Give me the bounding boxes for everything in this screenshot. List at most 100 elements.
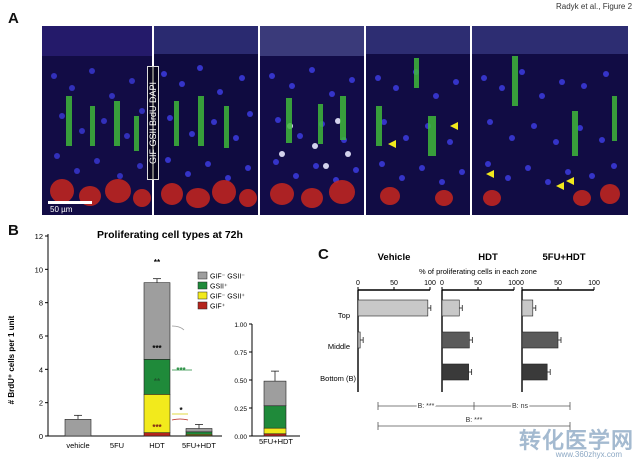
panel-b-yticks: 0 2 4 6 8 10 12 — [35, 232, 48, 441]
watermark: 转化医学网 — [518, 428, 634, 453]
legend-label: GSII⁺ — [210, 284, 228, 291]
y-tick-label: 6 — [39, 332, 43, 341]
inset-yticks: 0.00 0.25 0.50 0.75 1.00 — [234, 322, 252, 441]
panel-c-bar — [441, 299, 460, 317]
stain-label: GIF GSII BrdU DAPI — [147, 66, 161, 180]
inset-y-tick-label: 0.25 — [234, 406, 247, 413]
inset-bar-segment — [263, 380, 287, 407]
panel-c-tick-label: 100 — [424, 280, 436, 287]
sig-annotation: ** — [154, 258, 161, 267]
inset-y-tick-label: 0.75 — [234, 350, 247, 357]
zone-label-top: Top — [338, 311, 350, 320]
micrograph-label-5fu-hdt-1: 5FU+HDT — [397, 12, 439, 22]
y-tick-label: 8 — [39, 299, 43, 308]
panel-b-significance: ** *** ** *** *** * — [152, 258, 192, 432]
panel-c-tick-label: 50 — [474, 280, 482, 287]
panel-c-bar — [441, 363, 469, 381]
y-tick-label: 4 — [39, 365, 43, 374]
legend-swatch — [197, 301, 208, 310]
figure-credit: Radyk et al., Figure 2 — [556, 2, 633, 11]
micrograph-label-hdt: HDT — [302, 12, 322, 22]
inset-y-tick-label: 1.00 — [234, 322, 247, 329]
panel-c-axes: 0 50 100 0 50 100 0 50 100 — [356, 280, 600, 392]
panel-c-title-5fu-hdt: 5FU+HDT — [542, 252, 585, 263]
panel-c-title-hdt: HDT — [478, 252, 498, 263]
sig-annotation: *** — [152, 423, 162, 432]
panel-c-tick-label: 100 — [508, 280, 520, 287]
zone-label-bottom: Bottom (B) — [320, 374, 356, 383]
stat-label-3: B: *** — [466, 417, 483, 424]
panel-c-tick-label: 0 — [520, 280, 524, 287]
bar-segment — [143, 432, 171, 437]
bar-segment — [64, 419, 92, 437]
inset-y-tick-label: 0.00 — [234, 434, 247, 441]
panel-c-bar — [441, 331, 470, 349]
panel-c-axis-title: % of proliferating cells in each zone — [419, 267, 537, 276]
stat-label-2: B: ns — [512, 403, 528, 410]
legend-swatch — [197, 281, 208, 290]
legend-label: GIF⁻ GSII⁺ — [210, 294, 245, 301]
panel-c-tick-label: 0 — [356, 280, 360, 287]
panel-b-chart: Proliferating cell types at 72h # BrdU⁺ … — [7, 229, 300, 450]
micrograph-5fu-image — [154, 26, 258, 215]
micrograph-5fu-hdt-1 — [366, 26, 470, 215]
sig-annotation: *** — [176, 366, 186, 375]
y-tick-label: 0 — [39, 432, 43, 441]
stat-label-1: B: *** — [418, 403, 435, 410]
x-tick-label: 5FU+HDT — [182, 441, 216, 450]
micrograph-hdt — [260, 26, 364, 215]
micrograph-label-vehicle: vehicle — [81, 12, 111, 22]
inset-bars — [263, 370, 287, 437]
panel-c-bar — [521, 299, 534, 317]
x-tick-label: HDT — [149, 441, 165, 450]
inset-bar-segment — [263, 427, 287, 435]
bar-segment — [185, 431, 213, 435]
panel-c-title-vehicle: Vehicle — [378, 252, 411, 263]
legend-label: GIF⁻ GSII⁻ — [210, 274, 245, 281]
micrograph-hdt-image — [260, 26, 364, 215]
legend-swatch — [197, 271, 208, 280]
panel-c-tick-label: 50 — [554, 280, 562, 287]
bar-segment — [143, 394, 171, 433]
panel-c-bar — [357, 331, 361, 349]
micrograph-5fu — [154, 26, 258, 215]
x-tick-label: vehicle — [66, 441, 89, 450]
stain-label-text: GIF GSII BrdU DAPI — [147, 66, 159, 180]
sig-bracket — [171, 418, 189, 421]
panel-b-title: Proliferating cell types at 72h — [97, 229, 243, 241]
panel-b-letter: B — [8, 222, 19, 239]
inset-y-tick-label: 0.50 — [234, 378, 247, 385]
panel-c-chart: Vehicle HDT 5FU+HDT % of proliferating c… — [320, 252, 600, 430]
micrograph-label-5fu-hdt-2: 5FU+HDT — [505, 12, 547, 22]
panel-c-bar — [357, 299, 429, 317]
inset-bar-segment — [263, 405, 287, 429]
y-tick-label: 12 — [35, 232, 43, 241]
y-tick-label: 10 — [35, 265, 43, 274]
panel-b-xlabels: vehicle 5FU HDT 5FU+HDT — [66, 441, 216, 450]
legend-swatch — [197, 291, 208, 300]
micrograph-5fu-hdt-2-image — [472, 26, 628, 215]
panel-c-tick-label: 100 — [588, 280, 600, 287]
bar-segment — [143, 282, 171, 360]
scale-bar-label: 50 µm — [50, 205, 73, 214]
sig-annotation: * — [179, 406, 183, 415]
panel-c-bar — [521, 331, 559, 349]
inset-bar-segment — [263, 433, 287, 437]
panel-c-bars — [357, 299, 562, 381]
panel-b-ylabel: # BrdU⁺ cells per 1 unit — [7, 315, 16, 404]
micrograph-label-5fu: 5FU — [197, 12, 215, 22]
micrograph-vehicle — [42, 26, 152, 215]
panel-a-letter: A — [8, 10, 19, 27]
sig-annotation: ** — [154, 377, 161, 386]
panel-b-legend: GIF⁻ GSII⁻ GSII⁺ GIF⁻ GSII⁺ GIF⁺ — [197, 271, 245, 311]
legend-label: GIF⁺ — [210, 304, 226, 311]
panel-b-bars — [64, 278, 213, 437]
micrograph-vehicle-image — [42, 26, 152, 215]
panel-c-tick-label: 0 — [440, 280, 444, 287]
sig-annotation: *** — [152, 344, 162, 353]
panel-c-bar — [521, 363, 548, 381]
micrograph-5fu-hdt-1-image — [366, 26, 470, 215]
inset-xlabel: 5FU+HDT — [259, 437, 293, 446]
sig-bracket — [171, 325, 185, 331]
panel-c-letter: C — [318, 246, 329, 263]
